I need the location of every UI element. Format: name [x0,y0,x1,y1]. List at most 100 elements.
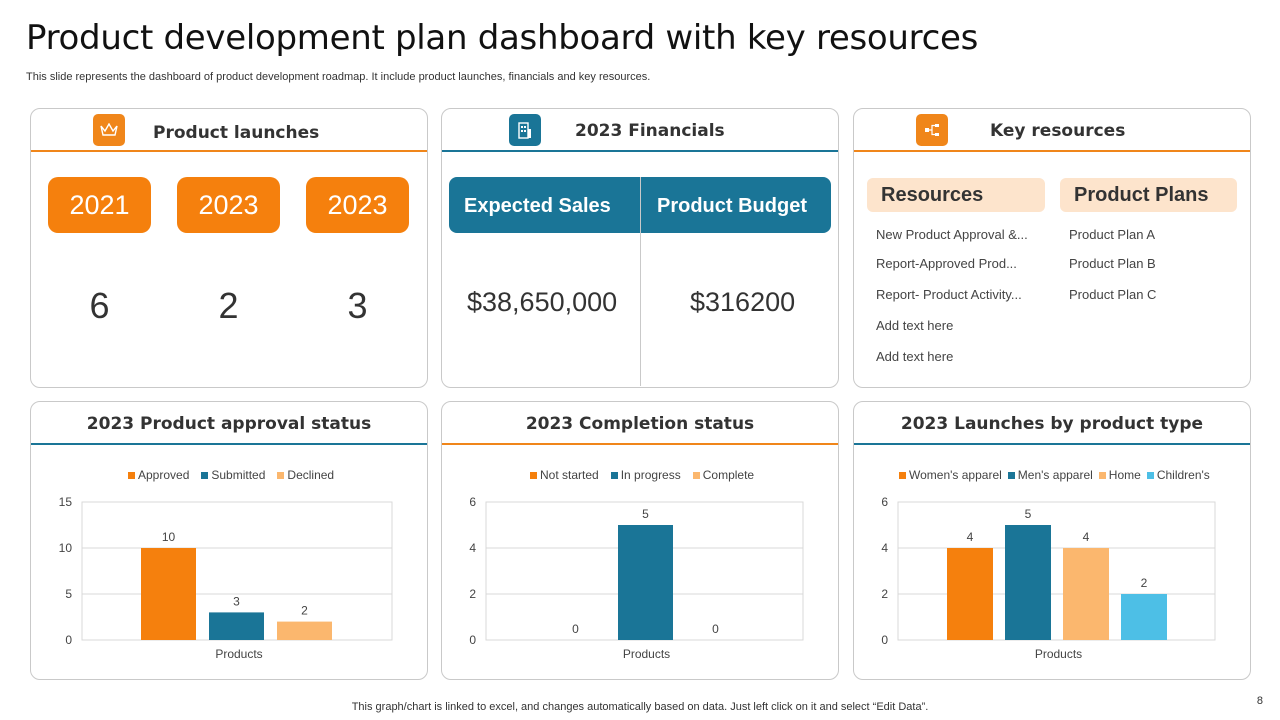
y-tick-label: 4 [881,541,888,555]
legend-swatch [530,471,537,479]
bar [141,548,196,640]
resource-item: New Product Approval &... [876,227,1028,242]
legend-swatch [1007,471,1015,479]
legend-item: Not started [530,468,599,482]
data-label: 3 [233,594,240,608]
data-label: 0 [712,622,719,636]
legend-item: Approved [128,468,189,482]
y-tick-label: 0 [469,633,476,647]
x-category-label: Products [1035,647,1082,661]
y-tick-label: 2 [881,587,888,601]
y-tick-label: 5 [65,587,72,601]
y-tick-label: 6 [881,495,888,509]
y-tick-label: 6 [469,495,476,509]
launches-by-type-card: 2023 Launches by product type [853,401,1251,680]
product-plan-item: Product Plan A [1069,227,1155,242]
crown-icon [93,114,125,146]
data-label: 2 [301,604,308,618]
card-header: 2023 Product approval status [31,402,427,445]
resource-item: Report-Approved Prod... [876,256,1017,271]
slide-subtitle: This slide represents the dashboard of p… [26,71,651,83]
product-budget-value: $316200 [690,287,796,317]
expected-sales-label: Expected Sales [464,195,611,217]
legend-swatch [692,471,700,479]
resource-item: Report- Product Activity... [876,287,1022,302]
data-label: 10 [162,530,176,544]
data-label: 4 [967,530,974,544]
chart-legend: Approved Submitted Declined [128,468,334,482]
chart-legend: Not started In progress Complete [530,468,754,482]
page-number: 8 [1256,695,1263,707]
card-title: 2023 Financials [575,121,725,141]
year-pill: 2023 [177,177,280,233]
legend-label: Home [1108,468,1141,482]
card-header: 2023 Completion status [442,402,838,445]
y-tick-label: 4 [469,541,476,555]
legend-swatch [610,471,618,479]
bar [1005,525,1051,640]
slide-title: Product development plan dashboard with … [26,18,979,58]
legend-label: Submitted [211,468,266,482]
flowchart-icon [916,114,948,146]
legend-label: Complete [702,468,755,482]
chart-title: 2023 Launches by product type [900,414,1204,434]
x-category-label: Products [623,647,670,661]
bar [618,525,673,640]
y-tick-label: 10 [59,541,73,555]
y-tick-label: 2 [469,587,476,601]
card-header: 2023 Launches by product type [854,402,1250,445]
product-plan-item: Product Plan C [1069,287,1157,302]
chart-legend: Women's apparel Men's apparel Home Children… [899,468,1210,482]
card-header: Key resources [854,109,1250,152]
bar [209,612,264,640]
chart-title: 2023 Product approval status [86,414,372,434]
legend-item: Declined [277,468,334,482]
card-header: 2023 Financials [442,109,838,152]
legend-label: Men's apparel [1017,468,1093,482]
product-plan-item: Product Plan B [1069,256,1156,271]
completion-status-chart: 0 2 4 6 0 5 0 Products [469,495,804,661]
legend-label: In progress [620,468,681,482]
product-plans-heading: Product Plans [1060,178,1237,212]
legend-label: Children's [1156,468,1210,482]
x-category-label: Products [215,647,262,661]
bar [1063,548,1109,640]
y-tick-label: 0 [65,633,72,647]
legend-swatch [277,471,285,479]
legend-item: Children's [1146,468,1210,482]
approval-status-chart: 0 5 10 15 10 3 2 Products [59,495,393,661]
resource-item: Add text here [876,349,954,364]
legend-label: Declined [287,468,335,482]
product-launches-card: Product launches 2021 2023 2023 6 2 3 [30,108,428,388]
legend-item: In progress [610,468,681,482]
data-label: 0 [572,622,579,636]
launch-count: 6 [89,285,110,326]
plot-area [897,501,1216,641]
launches-by-type-chart: 0 2 4 6 4 5 4 2 Products [881,495,1216,661]
column-divider [640,177,641,386]
card-title: Key resources [990,121,1126,141]
expected-sales-value: $38,650,000 [467,287,618,317]
legend-label: Women's apparel [909,468,1002,482]
legend-swatch [1098,471,1106,479]
data-label: 4 [1083,530,1090,544]
resources-heading: Resources [867,178,1045,212]
legend-item: Submitted [201,468,265,482]
legend-swatch [1146,471,1154,479]
key-resources-card: Key resources Resources Product Plans Ne… [853,108,1251,388]
legend-item: Home [1098,468,1141,482]
legend-label: Approved [138,468,190,482]
data-label: 2 [1141,576,1148,590]
y-tick-label: 15 [59,495,73,509]
legend-item: Men's apparel [1007,468,1093,482]
bar [277,621,332,640]
card-title: Product launches [153,123,320,143]
footer-note: This graph/chart is linked to excel, and… [351,701,929,713]
resource-item: Add text here [876,318,954,333]
bar [1121,594,1167,640]
bar [947,548,993,640]
legend-item: Complete [692,468,755,482]
year-pill: 2023 [306,177,409,233]
data-label: 5 [1025,507,1032,521]
product-budget-label: Product Budget [657,195,807,217]
